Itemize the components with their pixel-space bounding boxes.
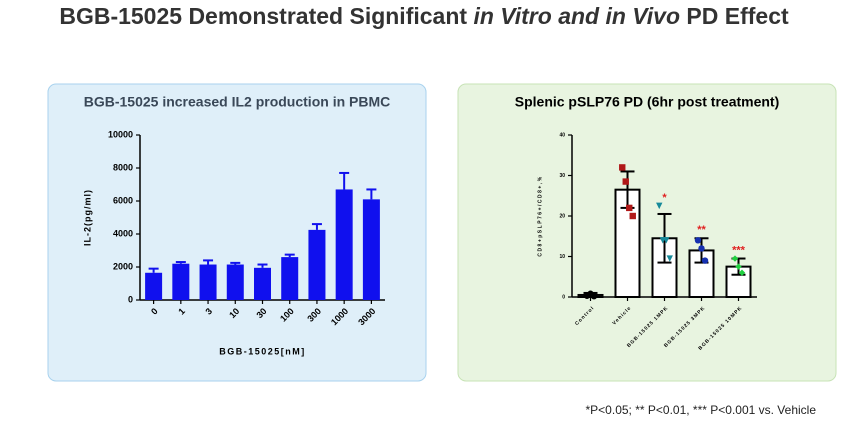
data-point xyxy=(698,245,705,252)
y-tick-label: 20 xyxy=(559,213,565,219)
y-tick-label: 8000 xyxy=(113,162,133,172)
slide-title: BGB-15025 Demonstrated Significant in Vi… xyxy=(59,3,789,29)
y-tick-label: 10000 xyxy=(108,129,133,139)
data-point xyxy=(629,212,636,220)
bar xyxy=(688,249,715,299)
data-point xyxy=(666,255,673,262)
bar xyxy=(281,257,299,300)
data-point xyxy=(701,257,709,264)
data-point xyxy=(619,164,626,171)
bar xyxy=(362,199,380,300)
y-axis-label: CD8+pSLP76+/CD8+,% xyxy=(537,175,543,256)
y-tick-label: 4000 xyxy=(113,228,133,238)
bar xyxy=(172,263,190,300)
chart-title: BGB-15025 increased IL2 production in PB… xyxy=(84,94,391,110)
y-tick-label: 10 xyxy=(559,254,565,260)
bar xyxy=(308,229,326,300)
y-tick-label: 40 xyxy=(559,132,565,138)
data-point xyxy=(735,263,742,270)
significance: * xyxy=(662,192,667,204)
significance: *** xyxy=(732,244,746,256)
y-tick-label: 30 xyxy=(559,173,565,179)
title-part: BGB-15025 Demonstrated Significant xyxy=(59,3,473,29)
title-part: PD Effect xyxy=(680,3,789,29)
y-axis-label: IL-2(pg/ml) xyxy=(82,189,92,246)
x-axis-label: BGB-15025[nM] xyxy=(219,346,306,356)
x-tick-label: 0 xyxy=(149,306,160,317)
significance: ** xyxy=(697,224,706,236)
bar xyxy=(254,267,271,300)
chart-title: Splenic pSLP76 PD (6hr post treatment) xyxy=(515,94,780,110)
x-tick-label: 3 xyxy=(204,306,215,317)
data-point xyxy=(626,204,633,212)
data-point xyxy=(622,178,629,185)
bar xyxy=(614,188,641,298)
data-point xyxy=(663,237,670,244)
bar xyxy=(199,264,217,300)
data-point xyxy=(731,255,739,262)
left-panel xyxy=(47,83,427,382)
y-tick-label: 0 xyxy=(128,294,133,304)
footnote: *P<0.05; ** P<0.01, *** P<0.001 vs. Vehi… xyxy=(586,403,817,417)
y-tick-label: 6000 xyxy=(113,195,133,205)
bar xyxy=(145,272,163,300)
y-tick-label: 2000 xyxy=(113,261,133,271)
right-panel xyxy=(457,83,837,382)
data-point xyxy=(656,202,663,210)
data-point xyxy=(590,292,598,300)
bar xyxy=(335,189,353,300)
y-tick-label: 0 xyxy=(562,294,565,300)
x-tick-label: 1 xyxy=(176,306,187,317)
data-point xyxy=(738,269,746,276)
data-point xyxy=(694,237,702,244)
title-part: in Vitro and in Vivo xyxy=(473,3,680,29)
bar xyxy=(226,264,244,300)
